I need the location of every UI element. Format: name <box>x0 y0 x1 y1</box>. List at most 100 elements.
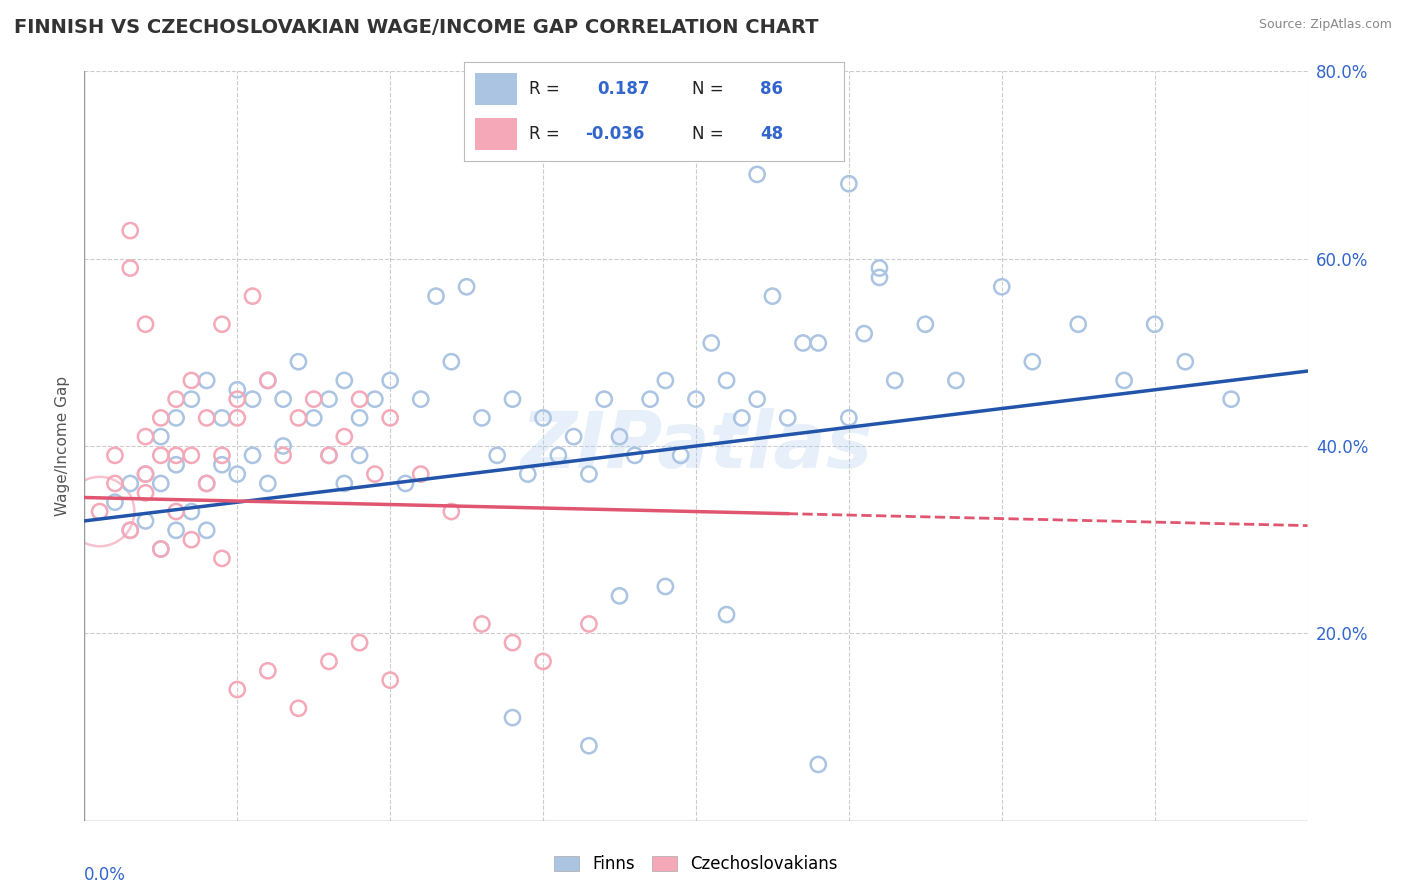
Point <box>609 589 631 603</box>
Point <box>104 449 127 463</box>
Point <box>349 449 371 463</box>
Point <box>195 524 218 538</box>
Point <box>149 542 172 557</box>
Point <box>165 524 187 538</box>
Point <box>685 392 707 407</box>
Point <box>669 449 692 463</box>
Point <box>593 392 616 407</box>
Point <box>149 430 172 444</box>
Point <box>1114 374 1136 388</box>
Text: ZIPatlas: ZIPatlas <box>520 408 872 484</box>
Point <box>1067 318 1090 332</box>
Point <box>869 270 891 285</box>
Point <box>654 580 676 594</box>
Point <box>409 392 432 407</box>
Point <box>242 392 264 407</box>
Point <box>807 757 830 772</box>
Point <box>502 635 524 649</box>
Point <box>333 476 356 491</box>
Point <box>792 336 814 351</box>
Point <box>624 449 647 463</box>
Point <box>380 673 402 688</box>
Point <box>380 411 402 425</box>
Point <box>257 664 280 678</box>
Point <box>486 449 509 463</box>
Point <box>242 289 264 303</box>
Point <box>425 289 447 303</box>
Point <box>578 739 600 753</box>
Point <box>578 617 600 632</box>
Point <box>226 392 249 407</box>
Point <box>135 318 157 332</box>
Text: 48: 48 <box>761 125 783 143</box>
Point <box>869 261 891 276</box>
Point <box>638 392 661 407</box>
Point <box>440 505 463 519</box>
Point <box>1021 355 1043 369</box>
Point <box>195 411 218 425</box>
Point <box>747 392 769 407</box>
Point <box>149 542 172 557</box>
Point <box>700 336 723 351</box>
Point <box>89 505 111 519</box>
Point <box>165 505 187 519</box>
Point <box>991 280 1014 294</box>
Point <box>226 682 249 697</box>
Point <box>120 524 142 538</box>
Point <box>195 374 218 388</box>
Point <box>165 392 187 407</box>
Point <box>349 411 371 425</box>
Point <box>135 467 157 482</box>
Point <box>149 476 172 491</box>
Point <box>578 467 600 482</box>
Point <box>180 449 202 463</box>
Text: FINNISH VS CZECHOSLOVAKIAN WAGE/INCOME GAP CORRELATION CHART: FINNISH VS CZECHOSLOVAKIAN WAGE/INCOME G… <box>14 18 818 37</box>
Point <box>287 411 309 425</box>
Point <box>1143 318 1166 332</box>
Point <box>716 607 738 622</box>
Point <box>883 374 905 388</box>
Point <box>180 374 202 388</box>
Point <box>364 467 387 482</box>
Point <box>318 655 340 669</box>
Point <box>165 411 187 425</box>
Point <box>287 701 309 715</box>
Point <box>271 439 294 453</box>
Point <box>731 411 754 425</box>
Point <box>257 374 280 388</box>
Point <box>502 392 524 407</box>
Text: 86: 86 <box>761 80 783 98</box>
Point <box>180 392 202 407</box>
Point <box>211 449 233 463</box>
Point <box>257 374 280 388</box>
Point <box>302 392 325 407</box>
Text: R =: R = <box>529 125 565 143</box>
Point <box>180 533 202 547</box>
Point <box>471 617 494 632</box>
FancyBboxPatch shape <box>475 119 517 150</box>
Point <box>761 289 783 303</box>
Text: -0.036: -0.036 <box>585 125 645 143</box>
Point <box>1174 355 1197 369</box>
Point <box>562 430 585 444</box>
Point <box>318 449 340 463</box>
Point <box>516 467 538 482</box>
Point <box>838 177 860 191</box>
Point <box>211 318 233 332</box>
FancyBboxPatch shape <box>475 73 517 104</box>
Point <box>531 655 554 669</box>
Point <box>120 476 142 491</box>
Point <box>456 280 478 294</box>
Point <box>226 411 249 425</box>
Point <box>211 458 233 472</box>
Point <box>914 318 936 332</box>
Point <box>211 411 233 425</box>
Point <box>747 168 769 182</box>
Point <box>654 374 676 388</box>
Point <box>120 261 142 276</box>
Text: Source: ZipAtlas.com: Source: ZipAtlas.com <box>1258 18 1392 31</box>
Point <box>271 449 294 463</box>
Point <box>257 476 280 491</box>
Point <box>609 430 631 444</box>
Point <box>716 374 738 388</box>
